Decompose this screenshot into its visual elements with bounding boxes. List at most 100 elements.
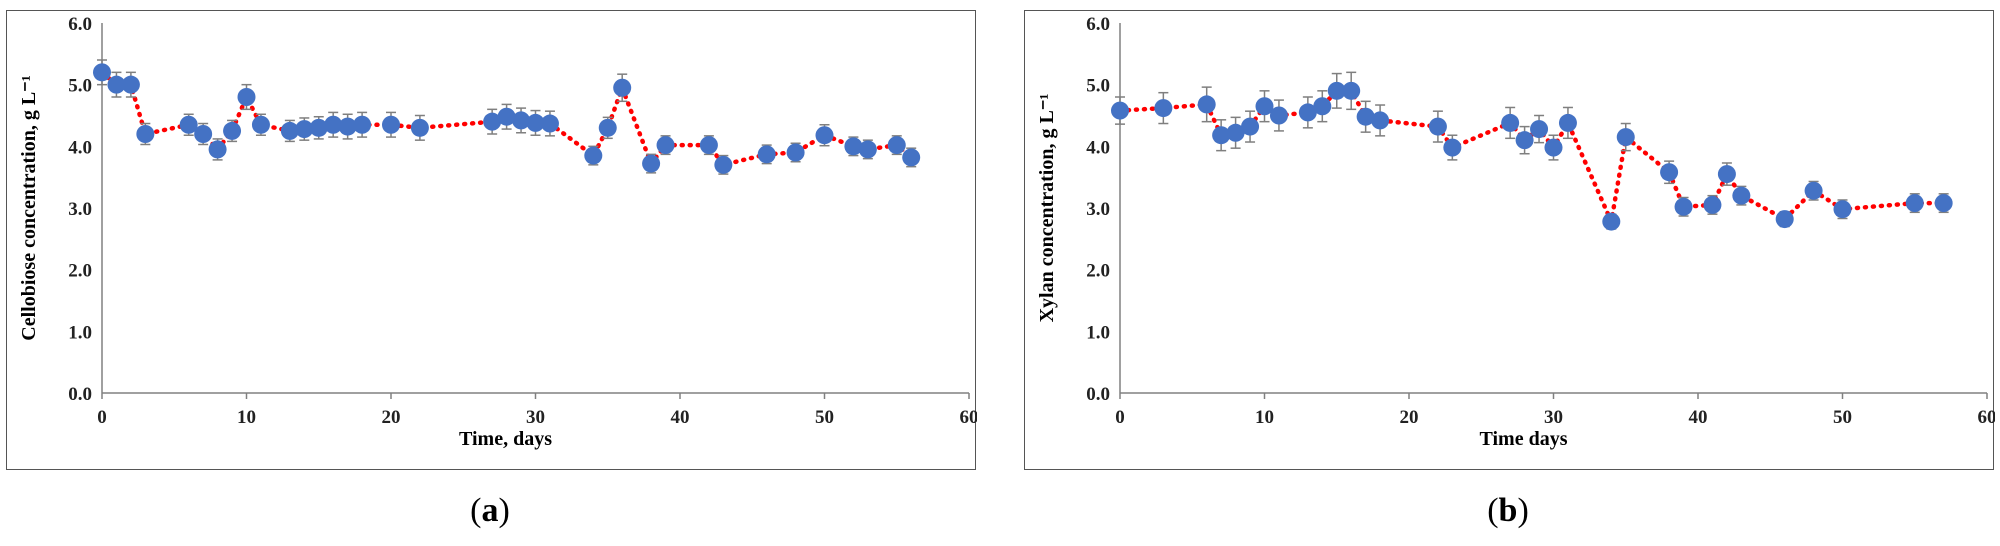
data-point [1241,117,1260,136]
data-point [1501,113,1520,132]
data-point [1905,194,1924,213]
data-point [757,145,776,164]
x-tick-label: 0 [1115,407,1125,428]
y-axis-title: Cellobiose concentration, g L⁻¹ [18,75,40,340]
data-point [1674,197,1693,216]
data-point [1934,194,1953,213]
data-point [1356,107,1375,126]
y-tick-label: 6.0 [1086,14,1110,35]
x-tick-label: 30 [526,407,545,428]
data-point [1602,212,1621,231]
y-tick-label: 6.0 [68,14,92,35]
data-point [1371,111,1390,130]
data-point [1212,126,1231,145]
data-point [121,75,140,94]
x-axis-title: Time, days [459,428,552,450]
data-point [136,125,155,143]
chart-panel-a: 0 10 20 30 40 50 60 0.0 1.0 2.0 3.0 4.0 5.0 6.0 Time, … [6,10,978,470]
data-point [483,112,502,131]
y-tick-label: 1.0 [1086,322,1110,343]
data-point [844,137,863,156]
data-point [382,115,400,134]
caption-a-label: a [481,492,499,529]
x-tick-label: 50 [1833,407,1852,428]
data-point [699,136,718,155]
x-tick-label: 10 [1255,407,1274,428]
y-tick-label: 1.0 [68,322,92,343]
data-point [1255,97,1274,116]
data-point [902,148,921,167]
y-tick-label: 3.0 [68,199,92,220]
data-point [93,63,111,82]
data-point [598,118,617,137]
data-point [295,120,314,139]
y-tick-label: 0.0 [68,384,92,405]
chart-panel-b: 0 10 20 30 40 50 60 0.0 1.0 2.0 3.0 4.0 5.0 6.0 Time d… [1024,10,1996,470]
data-point [1530,120,1549,139]
data-point [1660,163,1679,182]
data-point [223,121,242,140]
y-tick-label: 5.0 [68,76,92,97]
data-point [1327,81,1346,100]
data-point [858,140,877,159]
data-point [497,107,516,126]
data-point [179,115,198,134]
data-point [1558,113,1577,132]
y-tick-label: 5.0 [1086,76,1110,97]
data-point [1443,138,1462,157]
y-tick-label: 2.0 [1086,261,1110,282]
data-point [1313,97,1332,116]
data-point [642,154,661,173]
data-point [1717,165,1736,184]
data-point [353,115,372,134]
chart-b-svg: 0 10 20 30 40 50 60 0.0 1.0 2.0 3.0 4.0 5.0 6.0 Time d… [1036,14,1996,450]
data-point [887,136,906,155]
data-point [1154,99,1173,118]
x-tick-label: 60 [1978,407,1996,428]
data-point [1197,95,1216,114]
x-tick-label: 40 [1689,407,1708,428]
y-tick-label: 4.0 [1086,137,1110,158]
y-tick-label: 4.0 [68,137,92,158]
x-tick-label: 10 [237,407,256,428]
data-point [338,117,357,136]
data-point [1732,186,1751,205]
data-point [512,111,531,130]
data-point [1226,123,1245,142]
data-point [237,88,256,106]
caption-a: (a) [470,492,510,529]
data-point [1428,117,1447,136]
data-point [1544,138,1563,157]
data-point [1269,106,1288,125]
y-tick-label: 3.0 [1086,199,1110,220]
data-point [309,118,328,137]
x-tick-label: 20 [1400,407,1419,428]
data-point [656,136,675,155]
caption-b-label: b [1498,492,1518,529]
x-tick-label: 60 [960,407,978,428]
data-point [714,155,733,174]
data-point [584,146,603,165]
data-point [107,75,126,94]
data-point [613,78,632,97]
data-point [208,140,227,159]
data-point [1804,181,1823,200]
caption-b: (b) [1487,492,1529,529]
x-tick-label: 30 [1544,407,1563,428]
y-tick-label: 0.0 [1086,384,1110,405]
data-point [280,121,299,140]
data-point [194,125,213,143]
data-point [1775,210,1794,229]
x-tick-label: 50 [815,407,834,428]
data-point [1703,195,1722,214]
data-point [1616,128,1635,147]
data-point [526,113,545,132]
data-point [410,118,429,137]
data-point [1515,131,1534,150]
data-point [324,115,343,134]
data-point [786,143,805,162]
data-point [251,115,270,134]
y-tick-label: 2.0 [68,261,92,282]
data-point [1111,101,1129,120]
x-tick-label: 40 [671,407,690,428]
